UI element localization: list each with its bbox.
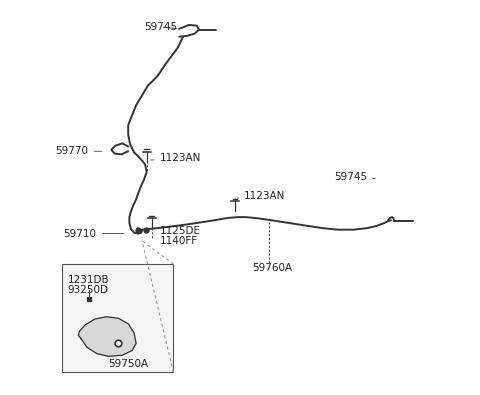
Text: 59745: 59745 bbox=[334, 172, 375, 182]
Text: 1123AN: 1123AN bbox=[238, 190, 285, 201]
Polygon shape bbox=[78, 317, 136, 356]
Text: 93250D: 93250D bbox=[67, 285, 108, 295]
Text: 1123AN: 1123AN bbox=[151, 153, 201, 163]
Text: 59770: 59770 bbox=[56, 146, 102, 156]
Text: 59745: 59745 bbox=[144, 22, 177, 32]
Text: 1231DB: 1231DB bbox=[67, 275, 109, 285]
Text: 59760A: 59760A bbox=[252, 263, 292, 273]
Text: 59750A: 59750A bbox=[108, 359, 149, 369]
Text: 1125DE: 1125DE bbox=[159, 226, 201, 236]
Text: 59710: 59710 bbox=[63, 229, 123, 239]
Bar bbox=[61, 264, 173, 372]
Text: 1140FF: 1140FF bbox=[159, 236, 198, 246]
